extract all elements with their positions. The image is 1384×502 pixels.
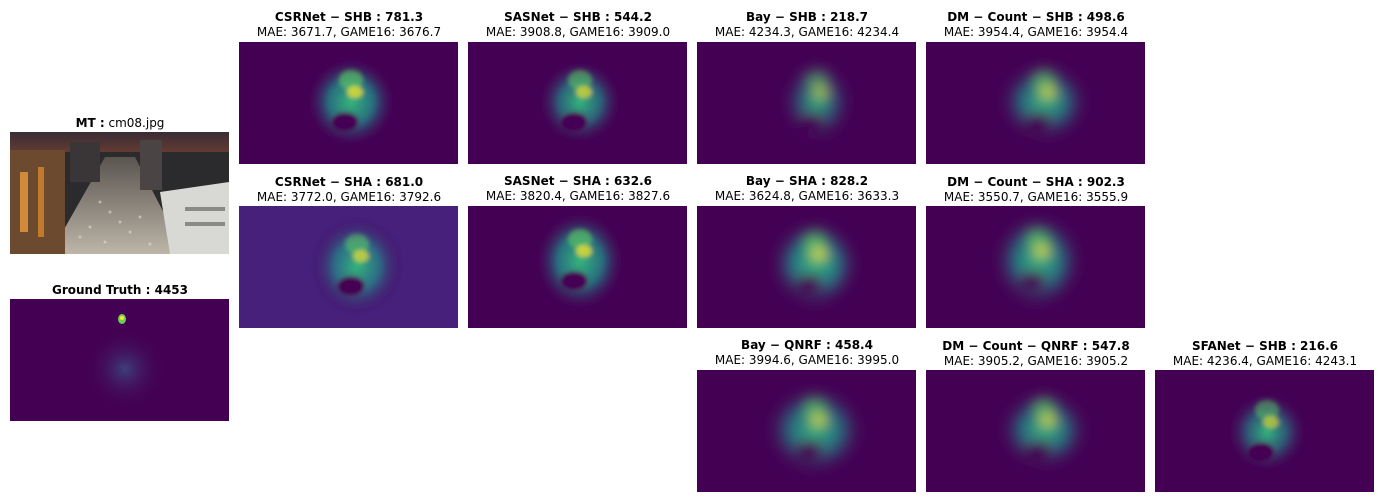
- prediction-title: Bay − SHB : 218.7: [745, 10, 869, 24]
- prediction-metrics: MAE: 3550.7, GAME16: 3555.9: [943, 190, 1129, 204]
- prediction-title: SFANet − SHB : 216.6: [1191, 339, 1339, 353]
- prediction-title: CSRNet − SHB : 781.3: [274, 10, 424, 24]
- prediction-panel-header: Bay − SHB : 218.7 MAE: 4234.3, GAME16: 42…: [697, 10, 917, 40]
- prediction-title: CSRNet − SHA : 681.0: [274, 175, 424, 189]
- prediction-density-map: [697, 206, 916, 328]
- prediction-density-map: [239, 42, 458, 164]
- ground-truth-density-map: [10, 299, 229, 421]
- prediction-panel-header: DM − Count − QNRF : 547.8 MAE: 3905.2, GA…: [926, 339, 1146, 369]
- input-photo: [10, 132, 229, 254]
- prediction-density-map: [697, 42, 916, 164]
- prediction-metrics: MAE: 3994.6, GAME16: 3995.0: [714, 353, 900, 367]
- prediction-density-map: [926, 42, 1145, 164]
- prediction-metrics: MAE: 3954.4, GAME16: 3954.4: [943, 25, 1129, 39]
- prediction-metrics: MAE: 4236.4, GAME16: 4243.1: [1172, 354, 1358, 368]
- prediction-metrics: MAE: 3671.7, GAME16: 3676.7: [256, 25, 442, 39]
- prediction-title: SASNet − SHA : 632.6: [504, 174, 652, 188]
- prediction-title: SASNet − SHB : 544.2: [504, 10, 652, 24]
- prediction-density-map: [926, 370, 1145, 492]
- prediction-density-map: [926, 206, 1145, 328]
- prediction-title: DM − Count − SHA : 902.3: [947, 175, 1125, 189]
- prediction-panel-header: Bay − SHA : 828.2 MAE: 3624.8, GAME16: 36…: [697, 174, 917, 204]
- prediction-panel-header: Bay − QNRF : 458.4 MAE: 3994.6, GAME16: 3…: [697, 338, 917, 368]
- prediction-density-map: [1155, 370, 1374, 492]
- prediction-panel-header: SASNet − SHB : 544.2 MAE: 3908.8, GAME16:…: [468, 10, 688, 40]
- prediction-density-map: [697, 370, 916, 492]
- prediction-title: Bay − QNRF : 458.4: [741, 338, 873, 352]
- prediction-metrics: MAE: 3820.4, GAME16: 3827.6: [485, 189, 671, 203]
- prediction-density-map: [468, 206, 687, 328]
- ground-truth-title: Ground Truth : 4453: [51, 283, 189, 297]
- prediction-panel-header: SASNet − SHA : 632.6 MAE: 3820.4, GAME16:…: [468, 174, 688, 204]
- prediction-metrics: MAE: 3772.0, GAME16: 3792.6: [256, 190, 442, 204]
- prediction-title: DM − Count − SHB : 498.6: [947, 10, 1125, 24]
- prediction-density-map: [239, 206, 458, 328]
- prediction-metrics: MAE: 3624.8, GAME16: 3633.3: [714, 189, 900, 203]
- ground-truth-panel: Ground Truth : 4453: [10, 283, 230, 298]
- prediction-title: DM − Count − QNRF : 547.8: [942, 339, 1130, 353]
- prediction-metrics: MAE: 3908.8, GAME16: 3909.0: [485, 25, 671, 39]
- prediction-density-map: [468, 42, 687, 164]
- prediction-panel-header: CSRNet − SHB : 781.3 MAE: 3671.7, GAME16:…: [239, 10, 459, 40]
- prediction-panel-header: CSRNet − SHA : 681.0 MAE: 3772.0, GAME16:…: [239, 175, 459, 205]
- prediction-metrics: MAE: 4234.3, GAME16: 4234.4: [714, 25, 900, 39]
- prediction-metrics: MAE: 3905.2, GAME16: 3905.2: [943, 354, 1129, 368]
- input-title: MT : cm08.jpg: [75, 116, 165, 130]
- prediction-panel-header: DM − Count − SHB : 498.6 MAE: 3954.4, GAM…: [926, 10, 1146, 40]
- prediction-title: Bay − SHA : 828.2: [745, 174, 869, 188]
- prediction-panel-header: DM − Count − SHA : 902.3 MAE: 3550.7, GAM…: [926, 175, 1146, 205]
- input-panel: MT : cm08.jpg: [10, 116, 230, 131]
- prediction-panel-header: SFANet − SHB : 216.6 MAE: 4236.4, GAME16:…: [1155, 339, 1375, 369]
